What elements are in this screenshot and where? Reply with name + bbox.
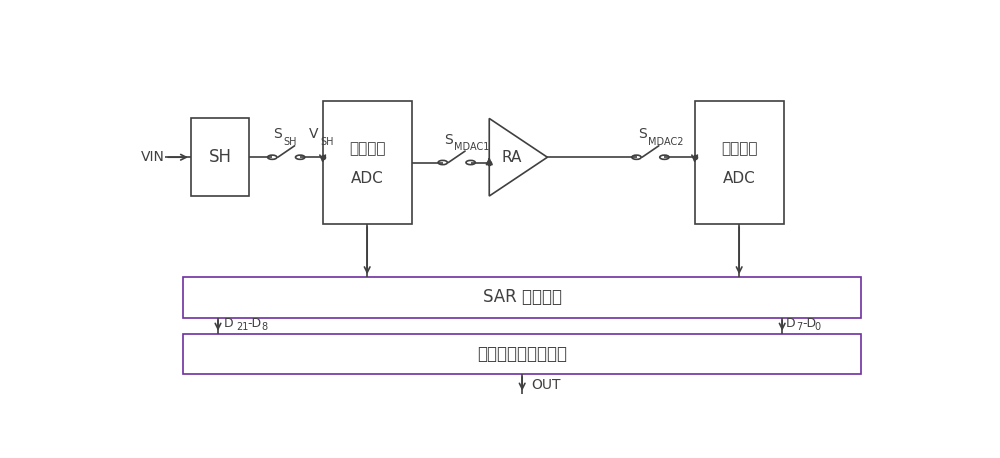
Text: MDAC1: MDAC1 (454, 142, 490, 152)
Text: S: S (274, 127, 282, 142)
Bar (183, 333, 861, 374)
Text: OUT: OUT (531, 378, 561, 392)
Text: -D: -D (247, 317, 262, 330)
Polygon shape (489, 119, 547, 196)
Text: 并行转串行接口电路: 并行转串行接口电路 (477, 345, 567, 363)
Text: SAR 逻辑电路: SAR 逻辑电路 (483, 289, 562, 306)
Bar (191, 119, 249, 196)
Text: ADC: ADC (723, 171, 756, 186)
Text: SH: SH (208, 148, 231, 166)
Text: 第一级子: 第一级子 (349, 141, 385, 156)
Text: 0: 0 (815, 322, 821, 333)
Text: D: D (224, 317, 234, 330)
Bar (695, 101, 784, 224)
Text: V: V (309, 127, 319, 142)
Text: MDAC2: MDAC2 (648, 136, 684, 147)
Text: 21: 21 (237, 322, 249, 333)
Text: RA: RA (501, 150, 522, 165)
Text: 7: 7 (796, 322, 802, 333)
Text: S: S (444, 133, 453, 147)
Text: D: D (786, 317, 796, 330)
Bar (183, 277, 861, 318)
Text: S: S (638, 127, 647, 142)
Text: SH: SH (320, 136, 334, 147)
Text: 8: 8 (261, 322, 268, 333)
Bar (323, 101, 412, 224)
Text: -D: -D (802, 317, 816, 330)
Text: ADC: ADC (351, 171, 384, 186)
Text: SH: SH (284, 136, 297, 147)
Text: VIN: VIN (140, 150, 164, 164)
Text: 第二级子: 第二级子 (721, 141, 757, 156)
